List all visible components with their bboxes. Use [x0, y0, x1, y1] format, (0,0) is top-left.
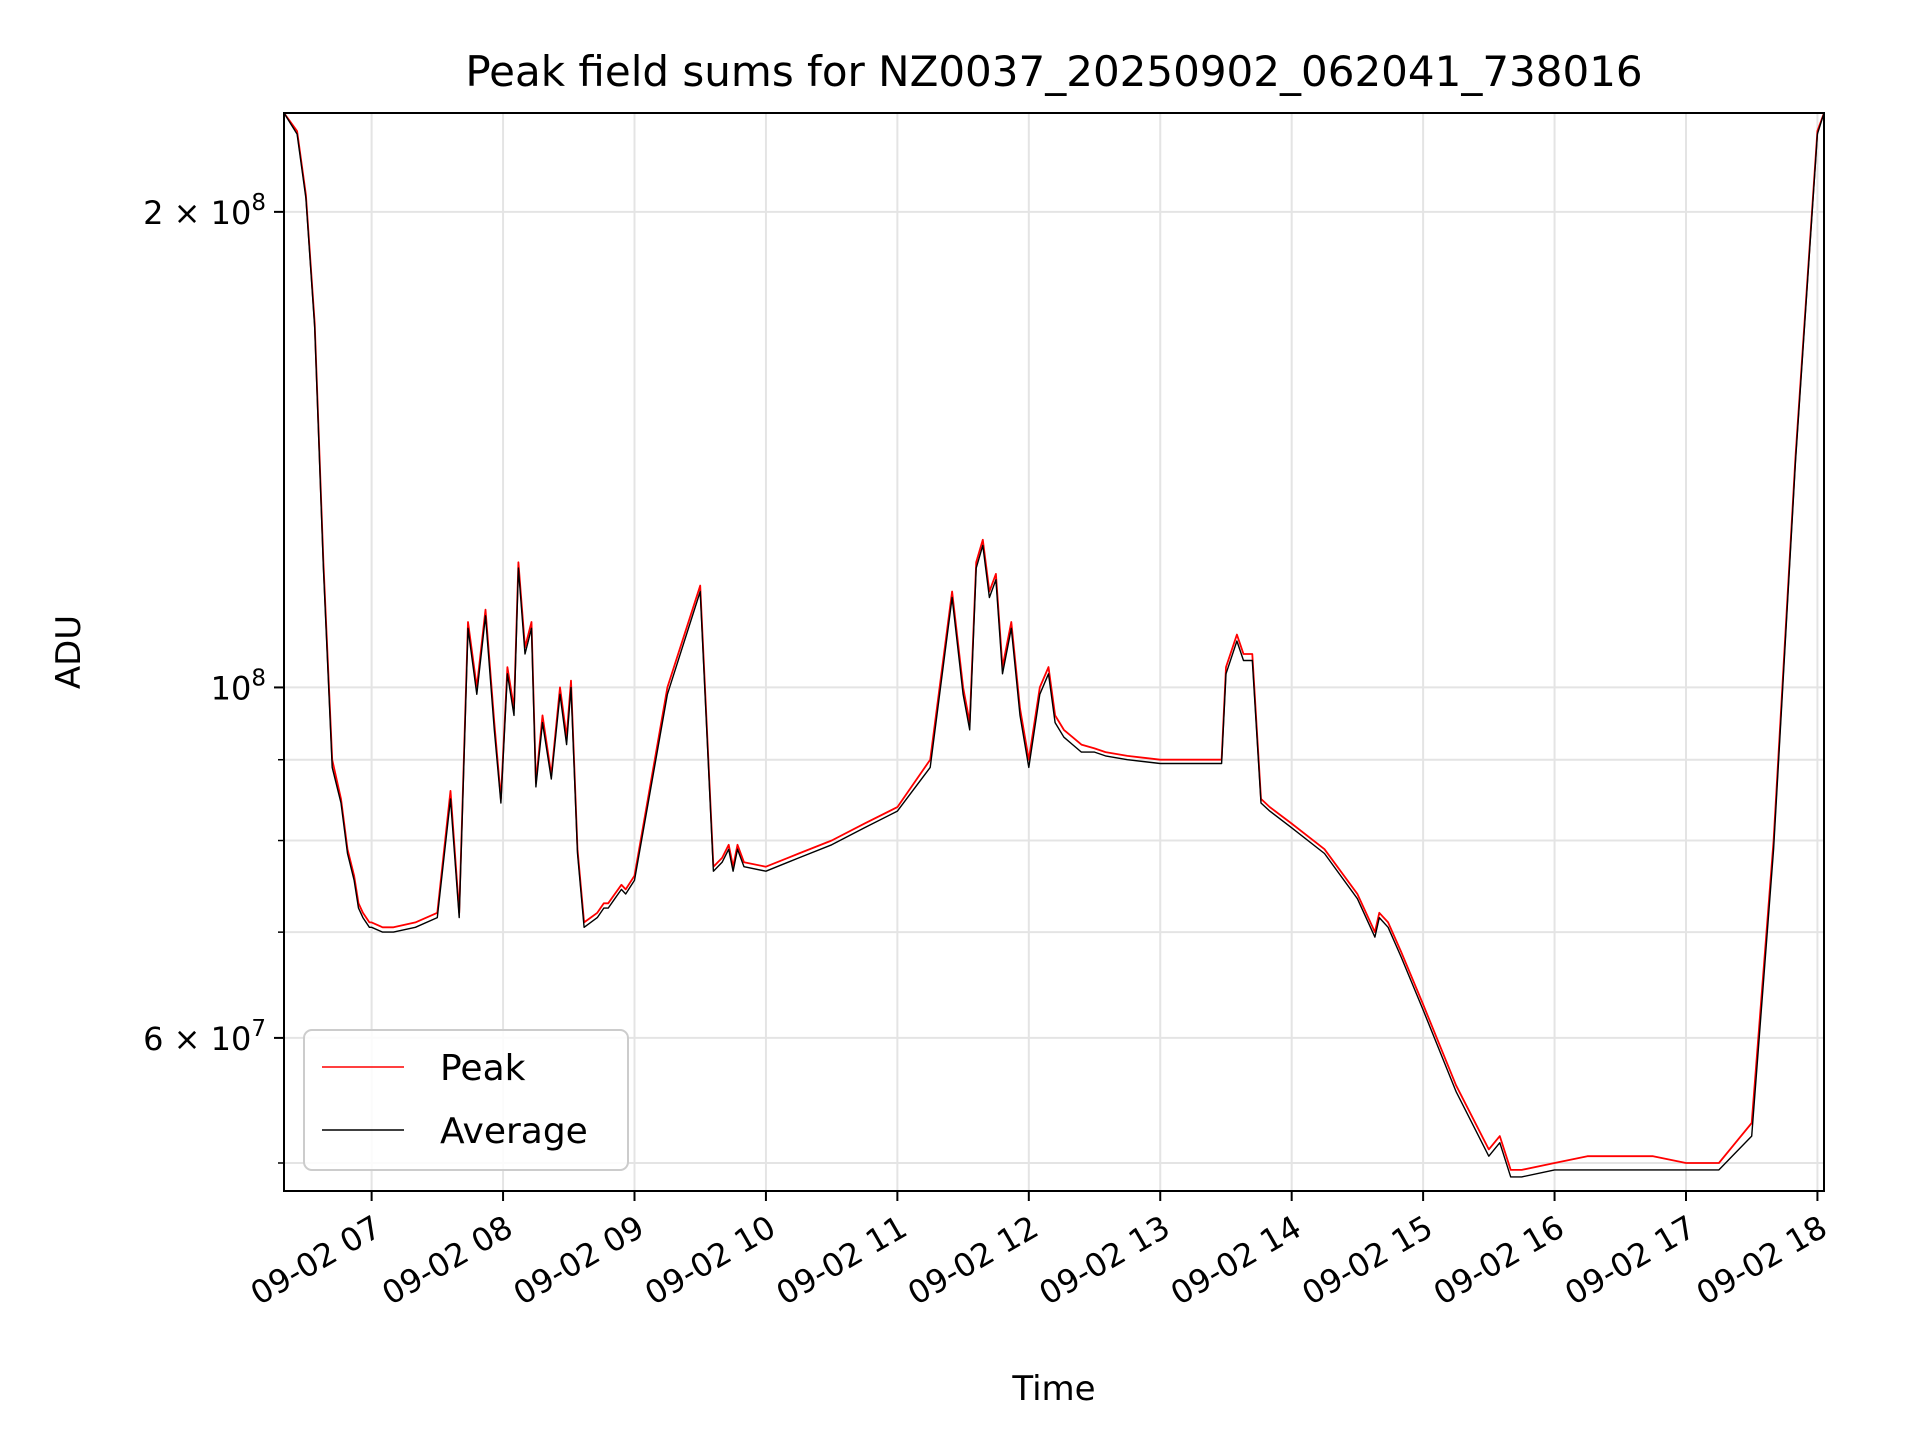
- legend-label-peak: Peak: [440, 1048, 526, 1089]
- legend-label-average: Average: [440, 1111, 588, 1152]
- y-tick-labels: 2 × 108 108 6 × 107: [143, 190, 266, 1058]
- legend: Peak Average: [303, 1029, 629, 1171]
- x-tick-label: 09-02 13: [1033, 1208, 1177, 1313]
- y-tick-label: 2 × 108: [143, 190, 266, 232]
- y-tick-label: 6 × 107: [143, 1016, 266, 1058]
- x-tick-label: 09-02 18: [1690, 1208, 1834, 1313]
- series-line-average: [283, 112, 1825, 1178]
- y-axis-title: ADU: [49, 615, 89, 689]
- x-tick-label: 09-02 15: [1296, 1208, 1440, 1313]
- legend-box: [303, 1029, 629, 1171]
- x-tick-label: 09-02 09: [507, 1208, 651, 1313]
- x-tick-label: 09-02 07: [244, 1208, 388, 1313]
- x-tick-label: 09-02 11: [770, 1208, 914, 1313]
- x-tick-label: 09-02 10: [638, 1208, 782, 1313]
- series-layer: [283, 112, 1825, 1178]
- x-tick-label: 09-02 12: [901, 1208, 1045, 1313]
- x-tick-label: 09-02 16: [1427, 1208, 1571, 1313]
- grid: [284, 113, 1824, 1191]
- chart-title: Peak field sums for NZ0037_20250902_0620…: [465, 47, 1642, 96]
- plot-frame: [283, 112, 1825, 1192]
- y-tick-label: 108: [211, 665, 266, 707]
- x-tick-label: 09-02 17: [1558, 1208, 1702, 1313]
- x-tick-label: 09-02 08: [375, 1208, 519, 1313]
- series-line-peak: [283, 112, 1825, 1171]
- ticks: [274, 210, 1819, 1201]
- x-axis-title: Time: [1011, 1369, 1095, 1409]
- x-tick-label: 09-02 14: [1164, 1208, 1308, 1313]
